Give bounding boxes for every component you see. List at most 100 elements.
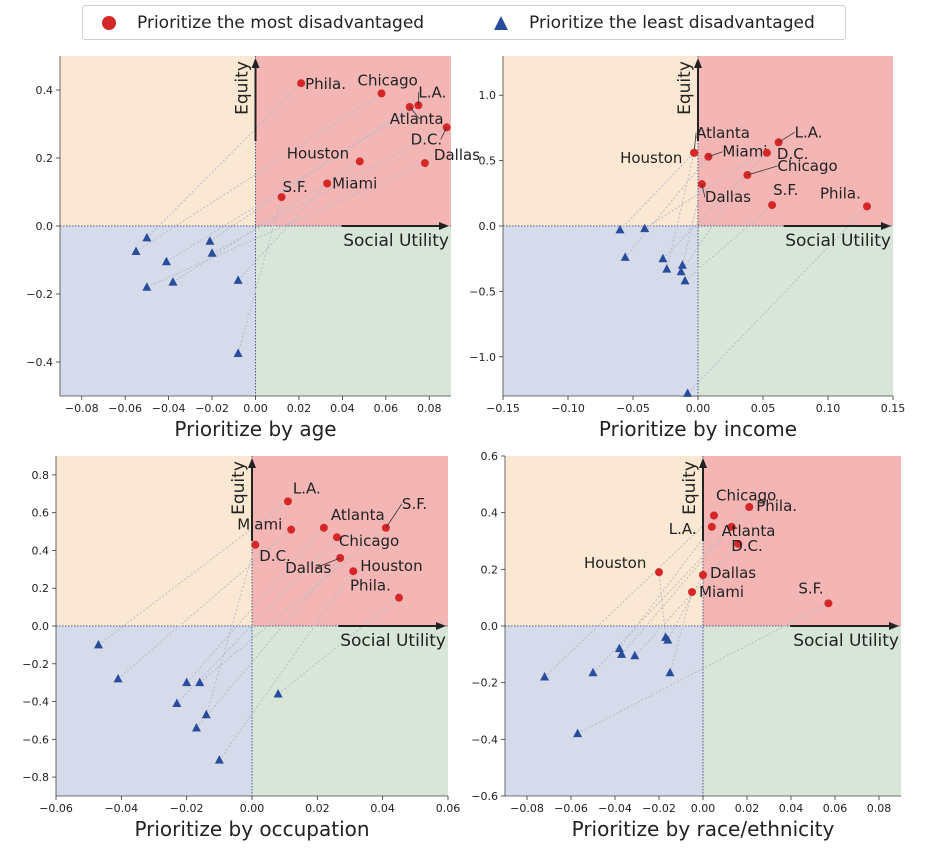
connector-line bbox=[166, 104, 419, 263]
x-tick-label: 0.04 bbox=[370, 802, 395, 815]
triangle-point bbox=[205, 236, 215, 245]
y-tick-label: 0.2 bbox=[481, 563, 499, 576]
triangle-point bbox=[161, 256, 171, 266]
quadrant-top-right bbox=[698, 56, 893, 226]
x-axis-label: Prioritize by income bbox=[599, 417, 797, 441]
connector-line bbox=[237, 183, 328, 281]
y-tick-label: 0.0 bbox=[479, 220, 497, 233]
y-tick-label: 0.5 bbox=[479, 155, 497, 168]
point-label: Miami bbox=[699, 583, 744, 601]
equity-label: Equity bbox=[233, 61, 253, 115]
triangle-point bbox=[588, 667, 598, 677]
circle-point bbox=[863, 202, 871, 211]
x-tick-label: 0.15 bbox=[881, 402, 906, 415]
leader-line bbox=[315, 557, 341, 569]
triangle-point bbox=[677, 260, 687, 269]
x-tick-label: −0.06 bbox=[39, 802, 73, 815]
point-label: Chicago bbox=[716, 487, 776, 505]
quadrant-bottom-right bbox=[252, 626, 448, 796]
circle-point bbox=[734, 539, 743, 548]
y-tick-label: 0.2 bbox=[36, 152, 54, 165]
quadrant-top-left bbox=[60, 56, 256, 226]
circle-point bbox=[690, 148, 699, 157]
connector-line bbox=[624, 156, 709, 258]
x-tick-label: 0.04 bbox=[330, 402, 355, 415]
subplot-2: −0.15 −0.10 −0.05 0.00 0.05 0.10 0.15 −1.0 −0.5 0… bbox=[469, 56, 905, 441]
x-tick-label: 0.00 bbox=[686, 402, 711, 415]
connector-line bbox=[634, 543, 739, 657]
leader-line bbox=[708, 151, 723, 158]
point-label: Phila. bbox=[305, 75, 346, 93]
circle-point bbox=[762, 148, 771, 157]
point-label: D.C. bbox=[259, 547, 291, 565]
point-label: Phila. bbox=[756, 497, 797, 515]
circle-point bbox=[251, 540, 260, 549]
triangle-point bbox=[172, 698, 182, 707]
triangle-point bbox=[665, 667, 675, 677]
quadrant-bottom-left bbox=[56, 626, 252, 796]
legend-item-most: Prioritize the most disadvantaged bbox=[101, 12, 424, 34]
quadrant-bottom-left bbox=[505, 626, 703, 796]
triangle-point bbox=[617, 649, 627, 658]
leader-line bbox=[747, 165, 778, 176]
connector-line bbox=[619, 526, 713, 649]
x-tick-label: −0.04 bbox=[104, 802, 138, 815]
quadrant-bottom-right bbox=[698, 226, 893, 396]
triangle-point bbox=[207, 248, 217, 257]
y-tick-label: −1.0 bbox=[469, 351, 496, 364]
triangle-point bbox=[131, 246, 141, 255]
quadrant-top-left bbox=[56, 456, 252, 626]
triangle-point bbox=[93, 639, 103, 649]
connector-line bbox=[681, 184, 703, 266]
point-label: Dallas bbox=[434, 146, 480, 164]
x-tick-label: 0.02 bbox=[287, 402, 312, 415]
connector-line bbox=[687, 206, 868, 394]
point-label: Houston bbox=[287, 144, 349, 162]
connector-line bbox=[544, 515, 715, 678]
y-tick-label: −0.2 bbox=[26, 288, 53, 301]
triangle-point bbox=[615, 224, 625, 234]
y-tick-label: 0.4 bbox=[36, 84, 54, 97]
circle-point bbox=[332, 533, 341, 542]
quadrant-bottom-left bbox=[503, 226, 698, 396]
x-tick-label: 0.04 bbox=[779, 802, 804, 815]
triangle-point bbox=[680, 275, 690, 285]
circle-point bbox=[710, 511, 718, 520]
connector-line bbox=[205, 544, 256, 715]
circle-point bbox=[349, 567, 358, 576]
circle-point bbox=[655, 568, 663, 577]
legend: Prioritize the most disadvantaged Priori… bbox=[82, 5, 846, 40]
x-axis-label: Prioritize by occupation bbox=[134, 817, 369, 841]
triangle-point bbox=[214, 755, 224, 764]
connector-line bbox=[237, 196, 283, 354]
point-label: S.F. bbox=[798, 579, 823, 597]
connector-line bbox=[209, 106, 411, 242]
connector-line bbox=[621, 526, 732, 655]
subplot-4: −0.08 −0.06 −0.04 −0.02 0.00 0.02 0.04 0.06 0.08… bbox=[471, 450, 901, 841]
point-label: Chicago bbox=[357, 71, 417, 89]
triangle-point bbox=[142, 282, 152, 291]
y-tick-label: 0.2 bbox=[32, 582, 50, 595]
connector-line bbox=[669, 591, 693, 673]
connector-line bbox=[277, 597, 400, 695]
social-utility-label: Social Utility bbox=[785, 231, 891, 251]
connector-line bbox=[186, 527, 325, 683]
quadrant-bottom-left bbox=[60, 226, 256, 396]
y-tick-label: −0.4 bbox=[22, 696, 49, 709]
circle-point bbox=[395, 593, 403, 602]
legend-item-least: Prioritize the least disadvantaged bbox=[493, 12, 815, 34]
connector-line bbox=[218, 570, 354, 761]
y-tick-label: 0.6 bbox=[481, 450, 499, 463]
connector-line bbox=[211, 126, 447, 254]
point-label: S.F. bbox=[402, 495, 427, 513]
arrow-head-icon bbox=[439, 222, 449, 230]
triangle-point bbox=[676, 266, 686, 276]
leader-line bbox=[409, 106, 421, 120]
point-label: L.A. bbox=[418, 83, 446, 101]
point-label: Atlanta bbox=[696, 124, 750, 142]
connector-line bbox=[135, 92, 382, 252]
leader-line bbox=[385, 503, 403, 528]
quadrant-bottom-right bbox=[703, 626, 901, 796]
y-tick-label: 0.8 bbox=[32, 469, 50, 482]
